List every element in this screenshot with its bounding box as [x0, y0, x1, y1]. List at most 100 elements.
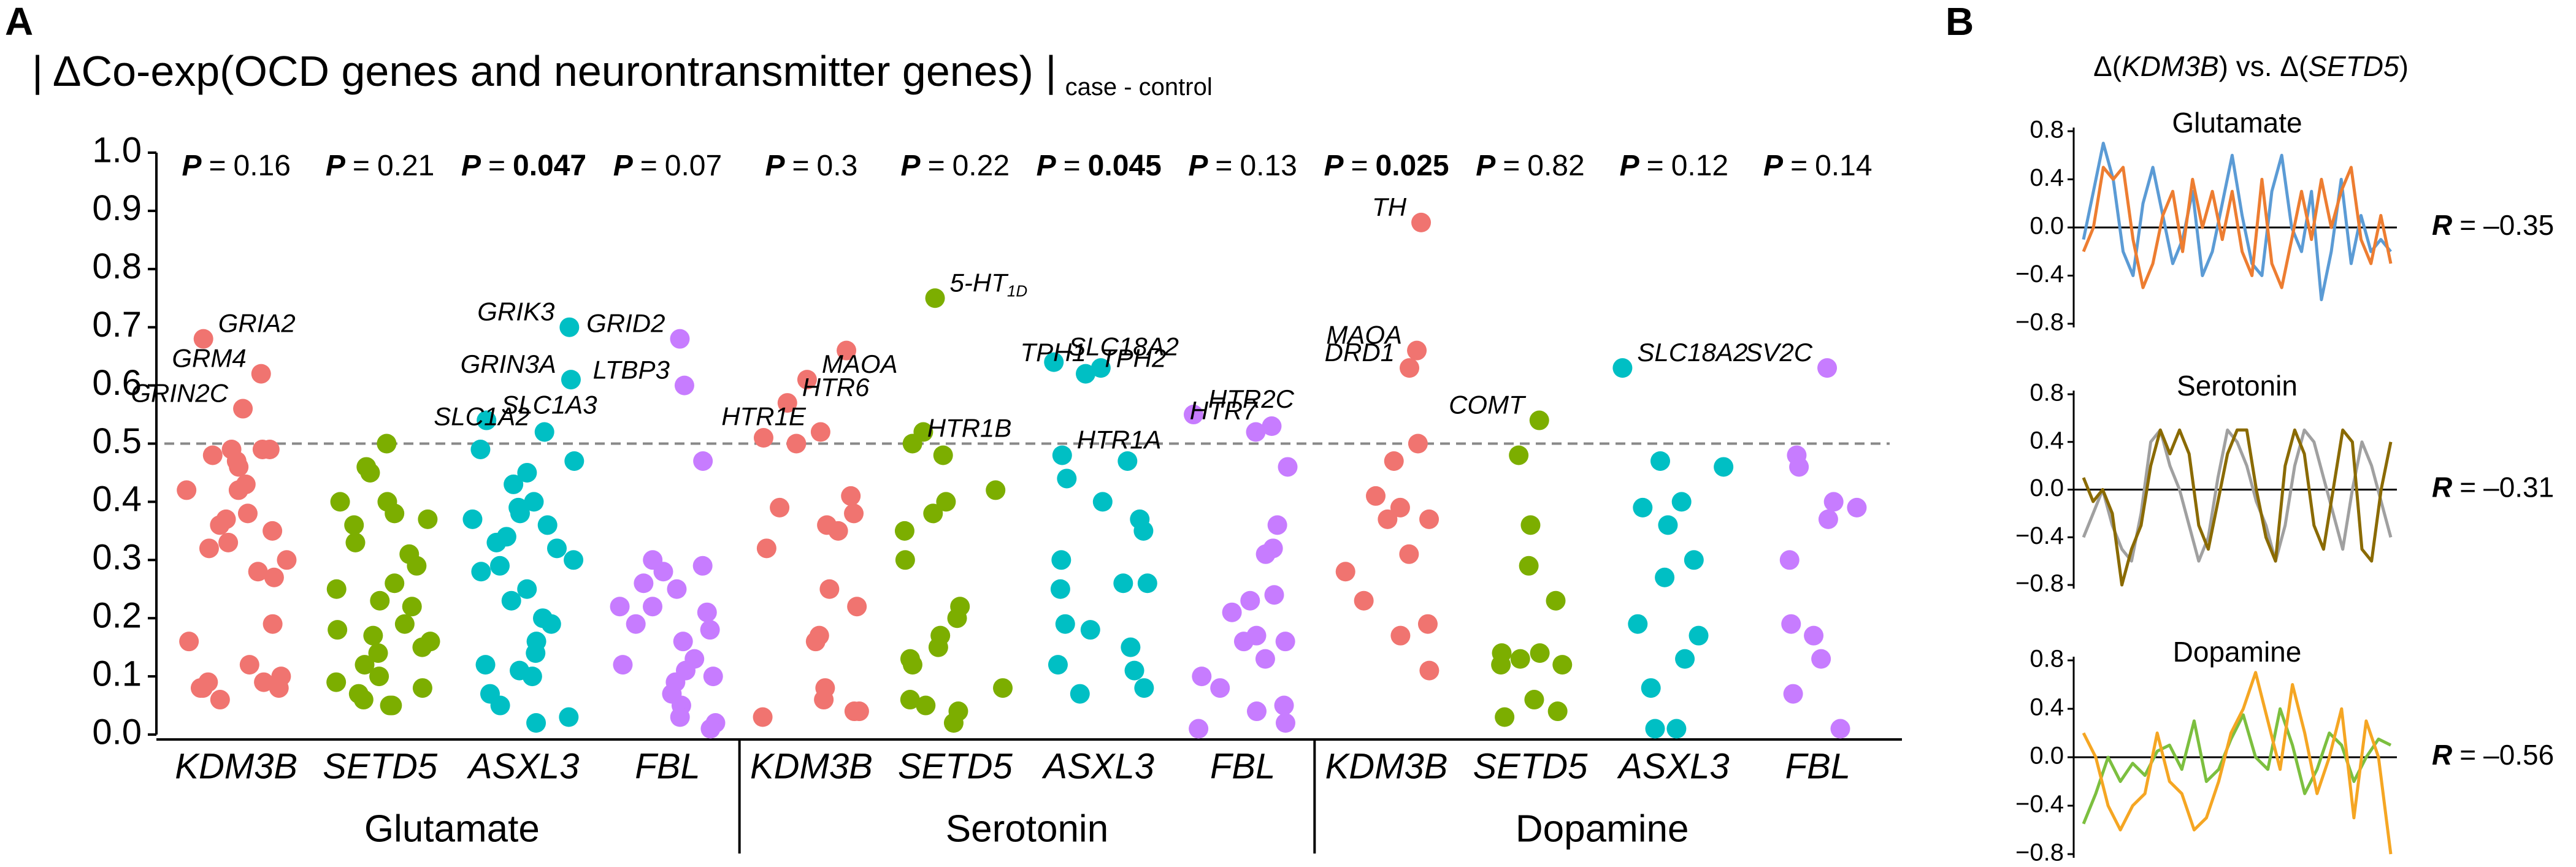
data-point — [1491, 655, 1511, 675]
data-point — [1552, 655, 1573, 675]
p-relation: = — [1503, 150, 1520, 182]
data-point — [1366, 486, 1386, 506]
y-axis-title-sub: case - control — [1065, 74, 1213, 101]
data-point — [1419, 660, 1439, 681]
p-value-label: P = 0.16 — [182, 150, 290, 182]
data-point — [933, 445, 953, 465]
data-point — [928, 637, 948, 657]
p-relation: = — [1790, 150, 1807, 182]
data-point — [1384, 451, 1404, 471]
data-point — [894, 521, 914, 541]
y-tick-label: 0.1 — [92, 654, 142, 693]
point-label-text: SLC18A2 — [1068, 332, 1179, 361]
line-series — [2082, 428, 2393, 563]
data-point — [1184, 405, 1204, 425]
y-tick-label: 0.4 — [2030, 164, 2064, 191]
p-symbol: P — [1188, 150, 1208, 182]
p-value: 0.07 — [665, 150, 722, 182]
data-point — [477, 410, 497, 430]
data-point — [263, 614, 283, 634]
point-label: GRIN3A — [461, 349, 556, 378]
point-label: MAOA — [1326, 321, 1402, 349]
y-tick-label: 0.5 — [92, 421, 142, 461]
p-value-label: P = 0.13 — [1188, 150, 1297, 182]
data-point — [1052, 445, 1072, 465]
data-point — [1520, 515, 1541, 535]
y-tick-label: 0.9 — [92, 188, 142, 228]
data-point — [248, 562, 268, 582]
data-point — [693, 451, 713, 471]
data-point — [360, 462, 380, 483]
r-symbol: R — [2432, 209, 2452, 241]
p-symbol: P — [901, 150, 921, 182]
data-point — [252, 439, 272, 459]
data-point — [254, 672, 274, 692]
data-point — [394, 614, 415, 634]
point-label-text: SLC1A3 — [501, 391, 597, 419]
gene-label: FBL — [1210, 746, 1275, 786]
data-point — [559, 317, 580, 337]
data-point — [1823, 492, 1844, 512]
panel-b-title: Δ(KDM3B) vs. Δ(SETD5) — [2093, 50, 2409, 82]
p-value: 0.13 — [1240, 150, 1297, 182]
data-point — [385, 503, 405, 524]
data-point — [923, 503, 943, 524]
data-point — [1417, 614, 1438, 634]
data-point — [510, 503, 530, 524]
point-label-text: GRID2 — [586, 309, 665, 338]
data-point — [251, 364, 271, 384]
data-point — [828, 521, 848, 541]
r-symbol: R — [2432, 472, 2452, 503]
data-point — [326, 579, 347, 599]
point-label-text: HTR7 — [1190, 396, 1258, 425]
point-label-text: 5-HT — [950, 268, 1010, 297]
data-point — [837, 340, 857, 361]
data-point — [193, 329, 213, 349]
data-point — [1378, 509, 1398, 529]
point-label-text: GRIN3A — [461, 349, 556, 378]
data-point — [1641, 678, 1661, 698]
point-label: TPH1 — [1020, 338, 1086, 367]
y-tick-label: 0.4 — [2030, 694, 2064, 721]
gene-label: FBL — [635, 746, 700, 786]
point-label-text: HTR6 — [802, 373, 870, 402]
data-point — [277, 550, 297, 570]
p-relation: = — [353, 150, 370, 182]
data-point — [239, 655, 259, 675]
data-point — [610, 597, 630, 617]
p-value: 0.047 — [513, 150, 586, 182]
data-point — [703, 666, 723, 687]
data-point — [1192, 666, 1212, 687]
data-point — [269, 678, 289, 698]
point-label-text: SLC1A2 — [434, 402, 529, 431]
p-value-label: P = 0.025 — [1324, 150, 1449, 182]
chart-title: Serotonin — [2177, 370, 2298, 402]
data-point — [407, 556, 427, 576]
data-point — [841, 486, 861, 506]
data-point — [471, 562, 491, 582]
y-tick-label: 0.8 — [92, 246, 142, 286]
p-symbol: P — [765, 150, 785, 182]
data-point — [986, 480, 1006, 500]
data-point — [330, 492, 350, 512]
p-symbol: P — [1037, 150, 1057, 182]
data-point — [489, 556, 510, 576]
y-tick-label: 0.4 — [2030, 427, 2064, 454]
gene-label: ASXL3 — [467, 746, 580, 786]
data-point — [1137, 573, 1157, 594]
data-point — [326, 672, 347, 692]
y-tick-label: 0.8 — [2030, 116, 2064, 143]
data-point — [369, 666, 389, 687]
p-value-label: P = 0.07 — [613, 150, 722, 182]
point-label-text: GRIN2C — [131, 379, 228, 408]
data-point — [697, 602, 717, 622]
p-value-label: P = 0.82 — [1476, 150, 1584, 182]
data-point — [1811, 649, 1831, 669]
data-point — [177, 480, 197, 500]
data-point — [943, 713, 964, 733]
panel-b-title-part: Δ( — [2093, 50, 2122, 82]
data-point — [534, 422, 554, 442]
panel-b-title-part: SETD5 — [2308, 50, 2399, 82]
data-point — [412, 678, 432, 698]
p-value: 0.12 — [1671, 150, 1728, 182]
